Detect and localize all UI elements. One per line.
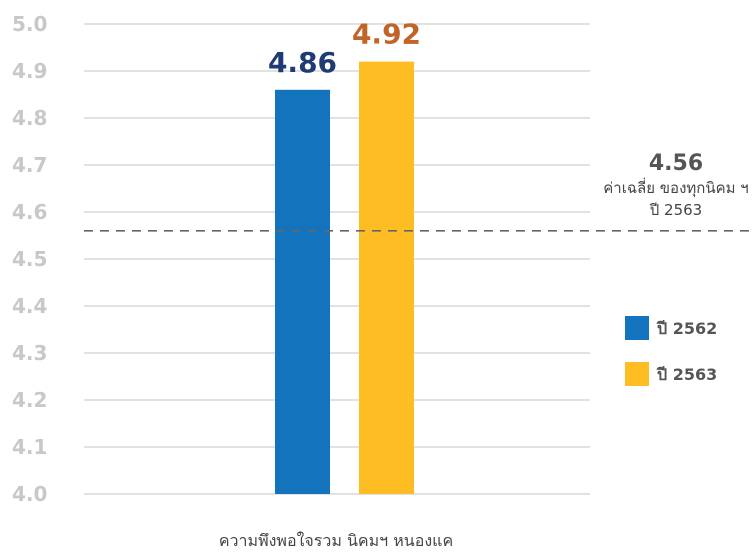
y-tick-label: 4.9 xyxy=(12,59,47,83)
average-year-label: ปี 2563 xyxy=(649,201,702,219)
y-tick-label: 4.8 xyxy=(12,106,47,130)
bar-value-label: 4.92 xyxy=(352,18,421,51)
reference-line-group: 4.56 ค่าเฉลี่ย ของทุกนิคม ฯ ปี 2563 xyxy=(84,151,752,232)
y-tick-label: 4.5 xyxy=(12,247,47,271)
x-axis-category-label: ความพึงพอใจรวม นิคมฯ หนองแค xyxy=(219,531,453,550)
y-tick-label: 4.3 xyxy=(12,341,47,365)
legend-label-2: ปี 2563 xyxy=(656,365,718,384)
average-value-label: 4.56 xyxy=(649,151,703,176)
gridlines xyxy=(84,23,590,495)
legend: ปี 2562 ปี 2563 xyxy=(625,316,717,386)
y-tick-label: 4.6 xyxy=(12,200,47,224)
y-axis-ticks: 4.0 4.1 4.2 4.3 4.4 4.5 4.6 4.7 4.8 4.9 5.0 xyxy=(12,12,47,506)
y-tick-label: 4.4 xyxy=(12,294,47,318)
y-tick-label: 4.1 xyxy=(12,435,47,459)
bar-2 xyxy=(359,61,414,494)
y-tick-label: 4.2 xyxy=(12,388,47,412)
y-tick-label: 4.7 xyxy=(12,153,47,177)
legend-swatch-1 xyxy=(625,316,649,340)
bar-1 xyxy=(275,89,330,495)
bar-value-label: 4.86 xyxy=(268,46,337,79)
average-description-label: ค่าเฉลี่ย ของทุกนิคม ฯ xyxy=(603,177,748,198)
legend-swatch-2 xyxy=(625,362,649,386)
y-tick-label: 5.0 xyxy=(12,12,47,36)
legend-label-1: ปี 2562 xyxy=(656,319,718,338)
bars: 4.86 4.92 xyxy=(268,18,421,495)
y-tick-label: 4.0 xyxy=(12,482,47,506)
